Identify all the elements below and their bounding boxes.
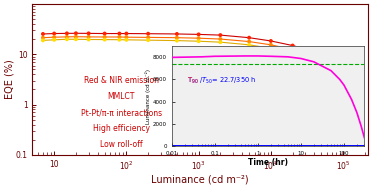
Point [116,36,122,39]
Text: Pt-Pt/π-π interactions: Pt-Pt/π-π interactions [81,108,162,117]
Point [64,32,70,35]
Point [290,44,296,47]
Text: Red & NIR emission: Red & NIR emission [84,77,159,85]
Point [340,56,346,59]
Point [217,38,223,41]
Point [86,38,92,41]
Point [51,36,57,39]
Point [51,38,57,41]
Point [40,36,46,39]
Point [246,40,252,43]
Point [145,39,151,42]
Point [174,33,180,36]
Point [124,32,129,35]
Point [268,47,274,50]
Point [124,38,129,41]
Point [318,58,324,61]
Point [64,38,70,41]
Point [73,32,79,35]
Point [145,36,151,39]
Text: High efficiency: High efficiency [93,124,150,133]
Point [174,39,180,42]
Point [64,35,70,38]
Point [124,36,129,39]
Point [51,32,57,35]
Point [40,33,46,36]
Point [196,40,202,43]
Point [102,32,108,35]
Point [196,33,202,36]
Text: Low roll-off: Low roll-off [100,140,142,149]
Point [196,37,202,40]
Point [318,52,324,55]
Point [290,52,296,55]
Text: MMLCT: MMLCT [108,92,135,101]
Point [268,40,274,43]
Point [268,43,274,46]
X-axis label: Luminance (cd m⁻²): Luminance (cd m⁻²) [151,175,249,185]
Point [217,41,223,44]
Point [116,38,122,41]
Point [145,32,151,35]
Point [102,38,108,41]
Point [340,59,346,62]
Point [246,36,252,39]
Y-axis label: EQE (%): EQE (%) [4,60,14,99]
Point [246,43,252,46]
Point [86,32,92,35]
Point [73,38,79,41]
Point [174,36,180,39]
Point [340,62,346,65]
Point [102,36,108,39]
Point [318,55,324,58]
Point [290,48,296,51]
Point [217,34,223,37]
Point [73,35,79,38]
Point [116,32,122,35]
Point [40,39,46,42]
Point [86,35,92,38]
